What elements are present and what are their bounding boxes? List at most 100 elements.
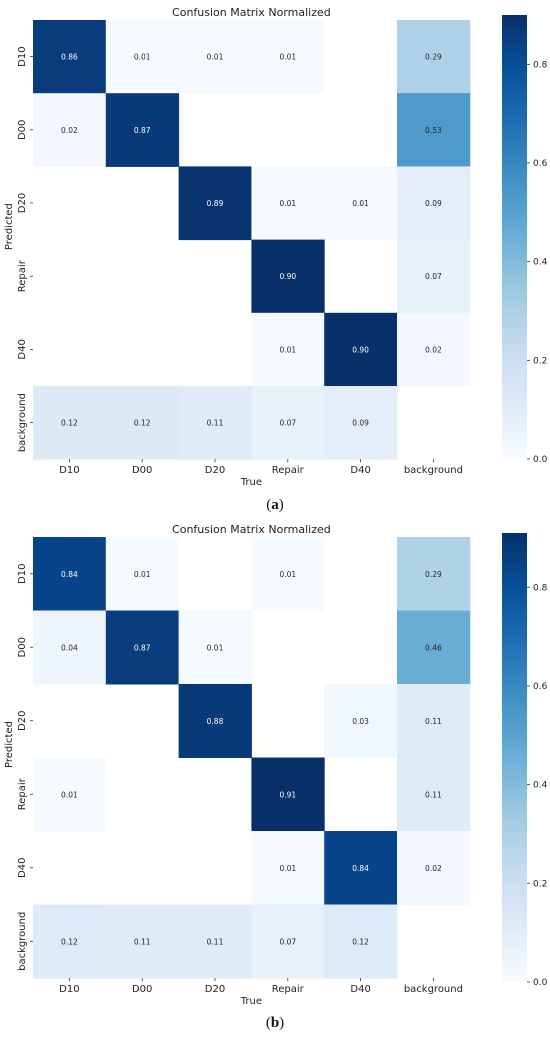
cell-value-label: 0.01	[207, 643, 224, 652]
x-axis-label: True	[240, 477, 262, 488]
x-tick-label: D10	[59, 465, 79, 476]
caption-b-letter: b	[270, 1015, 280, 1031]
y-tick-label: D20	[17, 711, 28, 731]
heatmap-cell	[105, 20, 180, 94]
cell-value-label: 0.01	[279, 345, 296, 354]
heatmap-cell	[397, 93, 471, 167]
cell-value-label: 0.46	[425, 643, 442, 652]
heatmap-cell	[251, 312, 325, 387]
heatmap-cell	[251, 831, 325, 905]
heatmap-cell	[178, 610, 252, 685]
heatmap-cell	[33, 93, 107, 167]
heatmap-cell	[324, 831, 398, 905]
x-tick-label: D40	[350, 465, 370, 476]
heatmap-cell	[324, 166, 398, 241]
heatmap-cell	[397, 166, 471, 241]
heatmap-cell	[251, 166, 325, 241]
y-tick-label: D10	[17, 564, 28, 584]
heatmap-cell	[397, 610, 471, 685]
cell-value-label: 0.01	[279, 199, 296, 208]
x-tick-label: Repair	[272, 465, 305, 476]
cell-value-label: 0.01	[279, 53, 296, 62]
colorbar-tick-label: 0.8	[533, 60, 548, 70]
x-tick-label: D10	[59, 984, 79, 995]
confusion-matrix-b: Confusion Matrix Normalized 0.84 0.01 0.01 0…	[4, 523, 548, 1007]
cell-value-label: 0.01	[134, 570, 151, 579]
heatmap-cell	[178, 166, 252, 241]
heatmap-cell	[251, 757, 325, 832]
cell-value-label: 0.02	[425, 345, 442, 354]
colorbar-tick-label: 0.6	[533, 682, 548, 692]
x-tick-label: D40	[350, 984, 370, 995]
heatmap-cell	[178, 684, 252, 758]
cell-value-label: 0.01	[279, 570, 296, 579]
heatmap-cell	[105, 904, 180, 979]
heatmap-cell	[397, 239, 471, 314]
y-tick-label: D10	[17, 46, 28, 66]
y-axis-label: Predicted	[4, 203, 15, 250]
heatmap-cell	[33, 610, 107, 685]
cell-value-label: 0.01	[134, 53, 151, 62]
y-tick-label: D20	[17, 193, 28, 213]
colorbar-tick-label: 0.4	[533, 781, 548, 791]
heatmap-cell	[178, 20, 252, 94]
y-tick-label: Repair	[17, 777, 28, 810]
cell-value-label: 0.01	[352, 199, 369, 208]
heatmap-cell	[33, 386, 107, 460]
cell-value-label: 0.11	[134, 937, 151, 946]
heatmap-cell	[397, 537, 471, 611]
cell-value-label: 0.09	[352, 419, 369, 428]
cell-value-label: 0.87	[134, 126, 151, 135]
caption-a: (a)	[266, 497, 284, 513]
heatmap-cell	[251, 537, 325, 611]
cell-value-label: 0.84	[61, 570, 78, 579]
x-tick-label: D20	[205, 465, 225, 476]
heatmap-cell	[397, 757, 471, 832]
heatmap-cell	[105, 537, 180, 611]
cell-value-label: 0.87	[134, 643, 151, 652]
cell-value-label: 0.53	[425, 126, 442, 135]
x-axis-label: True	[240, 996, 262, 1007]
y-tick-label: D00	[17, 120, 28, 140]
cell-value-label: 0.02	[425, 864, 442, 873]
y-tick-label: D40	[17, 858, 28, 878]
colorbar	[502, 533, 527, 982]
heatmap-cell	[324, 386, 398, 460]
cell-value-label: 0.91	[279, 790, 296, 799]
y-tick-label: D40	[17, 339, 28, 359]
confusion-matrix-a: Confusion Matrix Normalized 0.86 0.01 0.01 0…	[4, 6, 548, 488]
cell-value-label: 0.03	[352, 717, 369, 726]
heatmap-cell	[105, 93, 180, 167]
heatmap-cell	[397, 831, 471, 905]
cell-value-label: 0.07	[425, 272, 442, 281]
colorbar-tick-label: 0.6	[533, 159, 548, 169]
colorbar-tick-label: 0.2	[533, 879, 547, 889]
x-tick-label: Repair	[272, 984, 305, 995]
cell-value-label: 0.07	[279, 937, 296, 946]
cell-value-label: 0.11	[207, 937, 224, 946]
cell-value-label: 0.11	[207, 419, 224, 428]
heatmap-cell	[397, 20, 471, 94]
y-tick-label: Repair	[17, 259, 28, 292]
heatmap-cell	[251, 904, 325, 979]
heatmap-cell	[33, 757, 107, 832]
colorbar-tick-label: 0.2	[533, 356, 547, 366]
y-tick-label: D00	[17, 637, 28, 657]
heatmap-cell	[178, 386, 252, 460]
heatmap-cell	[105, 386, 180, 460]
cell-value-label: 0.12	[61, 419, 78, 428]
heatmap-cell	[105, 610, 180, 685]
cell-value-label: 0.90	[279, 272, 296, 281]
heatmap-cell	[178, 904, 252, 979]
cell-value-label: 0.09	[425, 199, 442, 208]
chart-title: Confusion Matrix Normalized	[172, 523, 331, 536]
colorbar-tick-label: 0.8	[533, 583, 548, 593]
heatmap-cell	[324, 684, 398, 758]
x-tick-label: background	[404, 465, 463, 476]
cell-value-label: 0.29	[425, 570, 442, 579]
cell-value-label: 0.88	[207, 717, 224, 726]
y-tick-label: background	[17, 912, 28, 971]
cell-value-label: 0.07	[279, 419, 296, 428]
colorbar	[502, 15, 527, 459]
